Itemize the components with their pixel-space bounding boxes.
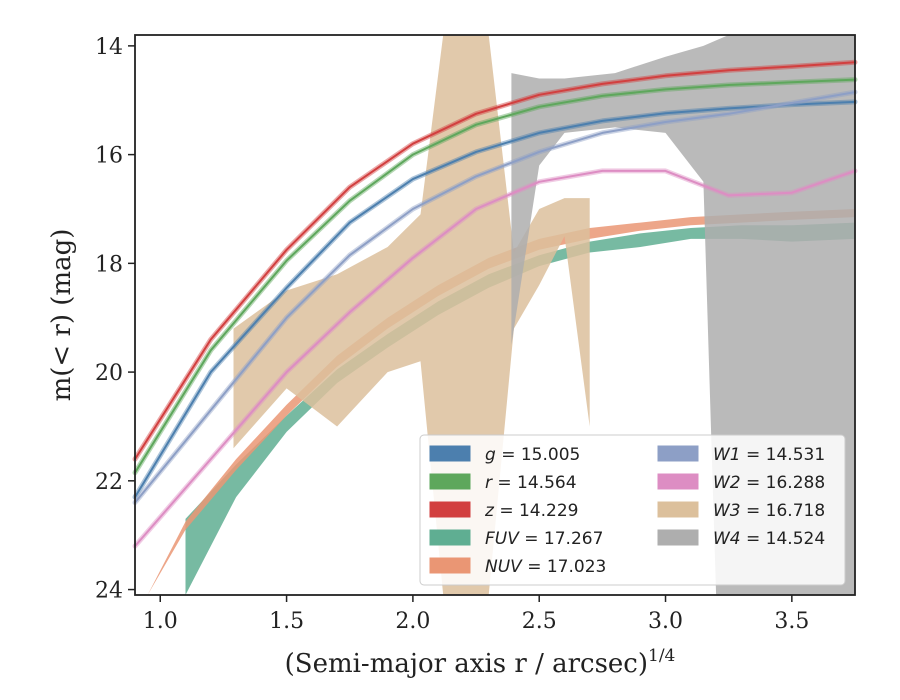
legend-swatch-g [429, 445, 471, 462]
legend-swatch-r [429, 473, 471, 490]
series-w2-line [134, 169, 856, 548]
y-tick-label: 18 [95, 252, 123, 277]
legend: g = 15.005 r = 14.564 z = 14.229 FUV = 17.2… [419, 434, 846, 586]
x-axis-label-exponent: 1/4 [648, 646, 675, 666]
data-lines [132, 59, 858, 549]
y-tick-label: 24 [95, 579, 123, 604]
legend-swatch-w2 [657, 473, 699, 490]
x-tick-label: 3.5 [774, 609, 809, 634]
legend-swatch-w4 [657, 529, 699, 546]
y-tick-label: 14 [95, 35, 123, 60]
y-tick-label: 22 [95, 470, 123, 495]
legend-label-w2: W2 = 16.288 [713, 473, 825, 493]
plot-frame [134, 34, 856, 596]
x-tick-label: 2.5 [522, 609, 557, 634]
x-axis-label: (Semi-major axis r / arcsec)1/4 [285, 646, 676, 679]
legend-swatch-nuv [429, 557, 471, 574]
x-tick-label: 2.0 [395, 609, 430, 634]
series-w1-line [134, 91, 856, 504]
legend-label-fuv: FUV = 17.267 [485, 529, 603, 549]
legend-label-w1: W1 = 14.531 [713, 445, 825, 465]
series-r-line [134, 78, 856, 474]
series-g-line [134, 100, 856, 499]
legend-label-w4: W4 = 14.524 [713, 529, 825, 549]
x-axis-label-text: (Semi-major axis r / arcsec) [285, 649, 648, 679]
x-tick-label: 1.0 [143, 609, 178, 634]
legend-swatch-z [429, 501, 471, 518]
x-tick-label: 1.5 [269, 609, 304, 634]
legend-label-r: r = 14.564 [485, 473, 577, 493]
y-tick-label: 20 [95, 361, 123, 386]
series-z-line [134, 61, 856, 461]
legend-label-z: z = 14.229 [484, 501, 578, 521]
legend-swatch-w3 [657, 501, 699, 518]
y-axis-ticks: 14 16 18 20 22 24 [95, 35, 135, 604]
legend-label-w3: W3 = 16.718 [713, 501, 825, 521]
legend-box [419, 434, 846, 586]
x-tick-label: 3.0 [648, 609, 683, 634]
legend-swatch-w1 [657, 445, 699, 462]
y-tick-label: 16 [95, 144, 123, 169]
legend-label-g: g = 15.005 [485, 445, 580, 465]
legend-swatch-fuv [429, 529, 471, 546]
legend-label-nuv: NUV = 17.023 [485, 557, 606, 577]
y-axis-label: m(< r) (mag) [47, 229, 77, 402]
x-axis-ticks: 1.0 1.5 2.0 2.5 3.0 3.5 [143, 595, 809, 634]
